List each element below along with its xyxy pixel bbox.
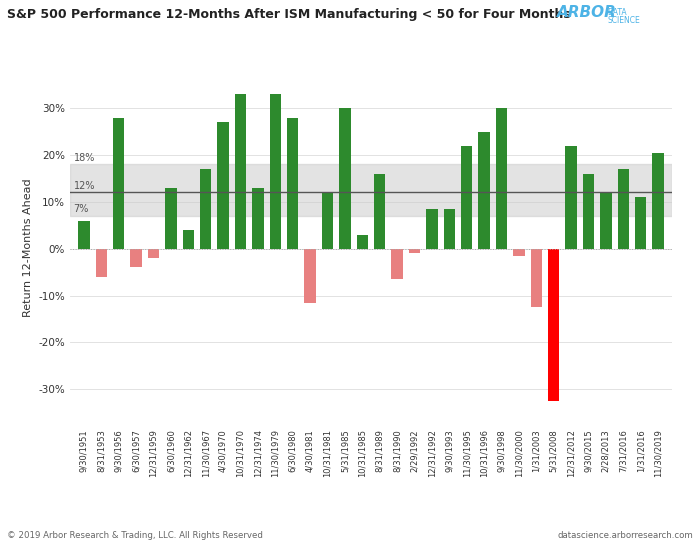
Bar	[513, 249, 524, 256]
Bar	[113, 118, 125, 249]
Bar	[600, 193, 612, 249]
Bar	[165, 188, 176, 249]
Bar	[96, 249, 107, 277]
Bar	[252, 188, 264, 249]
Text: DATA: DATA	[608, 8, 627, 17]
Bar	[531, 249, 542, 307]
Bar	[374, 174, 386, 249]
Bar	[496, 108, 507, 249]
Bar	[218, 122, 229, 249]
Bar	[340, 108, 351, 249]
Text: 18%: 18%	[74, 152, 95, 163]
Y-axis label: Return 12-Months Ahead: Return 12-Months Ahead	[23, 178, 33, 317]
Bar	[566, 146, 577, 249]
Bar	[617, 169, 629, 249]
Bar	[304, 249, 316, 302]
Bar	[409, 249, 420, 254]
Bar	[148, 249, 159, 258]
Bar	[391, 249, 402, 279]
Bar	[444, 209, 455, 249]
Text: 12%: 12%	[74, 181, 95, 190]
Bar	[78, 220, 90, 249]
Bar	[356, 234, 368, 249]
Bar	[652, 153, 664, 249]
Text: SCIENCE: SCIENCE	[608, 16, 640, 26]
Bar	[287, 118, 298, 249]
Bar	[270, 94, 281, 249]
Bar	[548, 249, 559, 401]
Text: S&P 500 Performance 12-Months After ISM Manufacturing < 50 for Four Months: S&P 500 Performance 12-Months After ISM …	[7, 8, 570, 21]
Bar	[130, 249, 142, 268]
Bar	[635, 197, 646, 249]
Bar	[426, 209, 438, 249]
Bar	[235, 94, 246, 249]
Bar	[70, 164, 672, 216]
Text: ARBOR: ARBOR	[556, 5, 617, 21]
Bar	[322, 193, 333, 249]
Bar	[461, 146, 472, 249]
Bar	[200, 169, 211, 249]
Text: 7%: 7%	[74, 204, 89, 214]
Bar	[183, 230, 194, 249]
Text: datascience.arborresearch.com: datascience.arborresearch.com	[557, 530, 693, 540]
Bar	[478, 132, 490, 249]
Text: © 2019 Arbor Research & Trading, LLC. All Rights Reserved: © 2019 Arbor Research & Trading, LLC. Al…	[7, 530, 263, 540]
Bar	[583, 174, 594, 249]
